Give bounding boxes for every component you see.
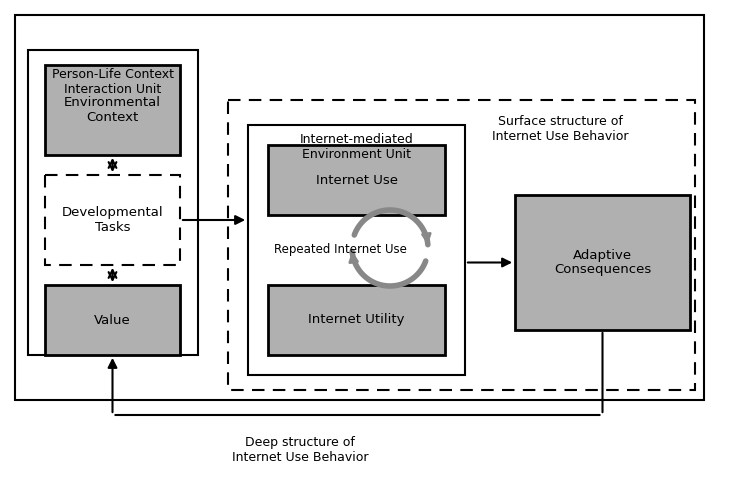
Text: Adaptive
Consequences: Adaptive Consequences (554, 248, 651, 277)
Text: Value: Value (94, 314, 131, 326)
Bar (268, 285, 445, 355)
Bar (45, 175, 180, 265)
Bar (268, 145, 445, 215)
Bar (28, 50, 198, 355)
Bar (248, 125, 465, 375)
Text: Environmental
Context: Environmental Context (64, 96, 161, 124)
Bar (45, 65, 180, 155)
Bar (15, 15, 704, 400)
Text: Internet-mediated
Environment Unit: Internet-mediated Environment Unit (299, 133, 413, 161)
Text: Deep structure of
Internet Use Behavior: Deep structure of Internet Use Behavior (232, 436, 368, 464)
Bar (45, 285, 180, 355)
Text: Developmental
Tasks: Developmental Tasks (62, 206, 163, 234)
Text: Surface structure of
Internet Use Behavior: Surface structure of Internet Use Behavi… (492, 115, 628, 143)
Text: Repeated Internet Use: Repeated Internet Use (274, 244, 407, 257)
Text: Internet Use: Internet Use (316, 173, 398, 187)
Bar (228, 100, 695, 390)
Text: Person-Life Context
Interaction Unit: Person-Life Context Interaction Unit (52, 68, 174, 96)
Bar (515, 195, 690, 330)
Text: Internet Utility: Internet Utility (308, 314, 404, 326)
